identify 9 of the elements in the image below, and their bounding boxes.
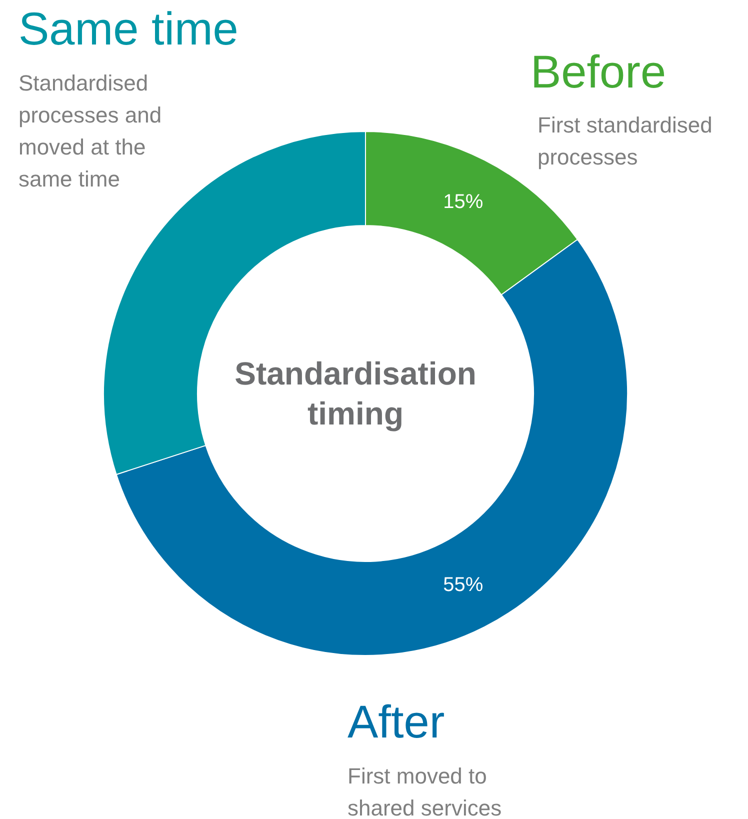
data-label: 15% — [443, 190, 484, 213]
slice-label: Before — [530, 46, 666, 98]
text: First standardised processes — [538, 112, 712, 170]
text: Standardised processes and moved at the same time — [18, 70, 162, 192]
text: First moved to shared services — [348, 764, 502, 819]
data-label: 55% — [443, 574, 484, 596]
text: Standardisation timing — [234, 356, 476, 432]
slice-label: Same time — [18, 2, 238, 54]
slice-label: After — [348, 696, 445, 748]
